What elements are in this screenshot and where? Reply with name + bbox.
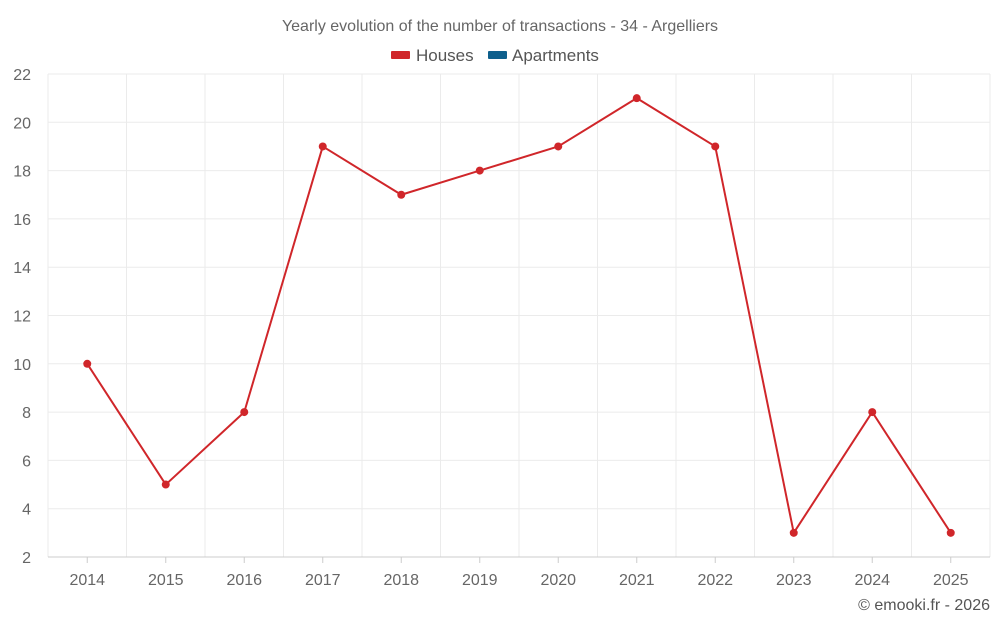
data-point[interactable] xyxy=(240,408,249,417)
x-tick-label: 2015 xyxy=(148,572,184,589)
x-tick-label: 2022 xyxy=(697,572,733,589)
data-point[interactable] xyxy=(554,142,563,151)
x-tick-label: 2024 xyxy=(854,572,890,589)
x-axis: 2014 2015 2016 2017 2018 2019 2020 2021 2022 2023… xyxy=(48,556,990,589)
data-point[interactable] xyxy=(868,408,877,417)
series-houses xyxy=(83,94,955,537)
data-point[interactable] xyxy=(946,528,955,537)
y-tick-label: 8 xyxy=(22,405,31,422)
legend: Houses Apartments xyxy=(391,46,599,65)
y-tick-label: 6 xyxy=(22,453,31,470)
x-tick-label: 2023 xyxy=(776,572,812,589)
x-tick-label: 2017 xyxy=(305,572,341,589)
legend-swatch-apartments xyxy=(488,51,507,59)
y-tick-label: 20 xyxy=(13,115,31,132)
x-tick-label: 2018 xyxy=(383,572,419,589)
x-tick-label: 2021 xyxy=(619,572,655,589)
legend-item-apartments[interactable]: Apartments xyxy=(488,46,599,65)
y-tick-label: 2 xyxy=(22,550,31,567)
y-tick-label: 12 xyxy=(13,309,31,326)
data-point[interactable] xyxy=(161,480,170,489)
x-tick-label: 2019 xyxy=(462,572,498,589)
credit-text: © emooki.fr - 2026 xyxy=(858,597,990,614)
data-point[interactable] xyxy=(711,142,720,151)
legend-item-houses[interactable]: Houses xyxy=(391,46,474,65)
legend-label-houses: Houses xyxy=(416,46,474,65)
data-point[interactable] xyxy=(318,142,327,151)
y-tick-label: 16 xyxy=(13,212,31,229)
legend-swatch-houses xyxy=(391,51,410,59)
y-tick-label: 10 xyxy=(13,357,31,374)
legend-label-apartments: Apartments xyxy=(512,46,599,65)
series-line-houses xyxy=(86,97,952,534)
x-tick-label: 2014 xyxy=(69,572,105,589)
y-tick-label: 14 xyxy=(13,260,31,277)
y-axis: 2 4 6 8 10 12 14 16 18 20 22 xyxy=(13,67,31,567)
data-point[interactable] xyxy=(83,359,92,368)
chart-title: Yearly evolution of the number of transa… xyxy=(282,18,718,35)
y-tick-label: 4 xyxy=(22,502,31,519)
data-point[interactable] xyxy=(789,528,798,537)
y-tick-label: 18 xyxy=(13,164,31,181)
x-tick-label: 2016 xyxy=(226,572,262,589)
data-point[interactable] xyxy=(397,190,406,199)
x-tick-label: 2025 xyxy=(933,572,969,589)
data-point[interactable] xyxy=(632,94,641,103)
data-point[interactable] xyxy=(475,166,484,175)
grid xyxy=(47,73,991,558)
y-tick-label: 22 xyxy=(13,67,31,84)
x-tick-label: 2020 xyxy=(540,572,576,589)
